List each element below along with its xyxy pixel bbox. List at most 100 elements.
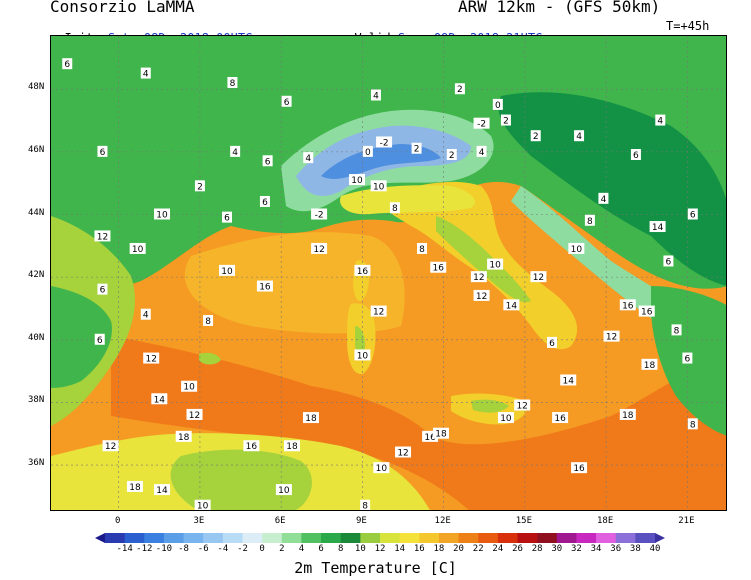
colorbar-swatch xyxy=(360,533,381,543)
colorbar-swatch xyxy=(222,533,243,543)
colorbar-swatch xyxy=(596,533,617,543)
contour-value-label: 18 xyxy=(284,440,301,452)
apennines-green xyxy=(436,216,531,303)
svg-text:16: 16 xyxy=(433,264,445,274)
lon-label: 3E xyxy=(193,516,205,526)
colorbar-swatch xyxy=(203,533,224,543)
svg-text:4: 4 xyxy=(143,70,149,80)
svg-text:12: 12 xyxy=(476,292,487,302)
contour-value-label: 8 xyxy=(416,242,427,255)
svg-text:14: 14 xyxy=(652,223,664,233)
svg-text:16: 16 xyxy=(246,442,258,452)
colorbar-tick-label: 20 xyxy=(453,544,464,554)
svg-text:2: 2 xyxy=(449,151,455,161)
colorbar-swatch xyxy=(321,533,342,543)
contour-value-label: 4 xyxy=(140,67,151,80)
svg-text:10: 10 xyxy=(221,267,233,277)
svg-text:2: 2 xyxy=(503,117,509,127)
north-africa-green xyxy=(170,449,312,510)
colorbar-swatch xyxy=(635,533,656,543)
contour-value-label: 14 xyxy=(649,221,666,233)
colorbar-tick-label: 12 xyxy=(374,544,386,554)
colorbar-tick-label: -4 xyxy=(217,544,229,554)
contour-value-label: 16 xyxy=(571,462,588,474)
contour-value-label: 2 xyxy=(194,180,205,192)
contour-value-label: 6 xyxy=(62,58,73,70)
colorbar-tick-label: 28 xyxy=(531,544,543,554)
contour-value-label: 18 xyxy=(126,480,143,493)
variable-title: 2m Temperature [C] xyxy=(294,559,457,577)
contour-value-label: 6 xyxy=(663,255,674,267)
colorbar-tick-label: 14 xyxy=(394,544,406,554)
colorbar-swatch xyxy=(242,533,263,543)
svg-text:18: 18 xyxy=(305,414,317,424)
svg-text:6: 6 xyxy=(224,214,230,224)
svg-text:16: 16 xyxy=(357,267,369,277)
colorbar-swatch xyxy=(576,533,597,543)
contour-value-label: 6 xyxy=(97,283,108,296)
contour-value-label: 4 xyxy=(598,192,609,205)
svg-text:0: 0 xyxy=(495,101,501,111)
contour-value-label: 8 xyxy=(584,214,595,227)
contour-value-label: 10 xyxy=(370,180,387,192)
svg-text:14: 14 xyxy=(506,301,518,311)
contour-value-label: 2 xyxy=(530,130,541,142)
colorbar-tick-label: 38 xyxy=(629,544,641,554)
contour-value-label: 2 xyxy=(411,142,422,155)
colorbar-swatch xyxy=(478,533,499,543)
contour-value-label: 12 xyxy=(530,271,547,283)
svg-text:6: 6 xyxy=(64,60,70,70)
contour-value-label: 16 xyxy=(243,440,260,452)
svg-text:-2: -2 xyxy=(380,138,389,148)
contour-value-label: 16 xyxy=(552,412,569,424)
lat-label: 46N xyxy=(28,144,45,155)
contour-value-label: 14 xyxy=(151,393,168,405)
svg-text:8: 8 xyxy=(230,79,236,89)
contour-value-label: 6 xyxy=(97,145,108,158)
svg-text:18: 18 xyxy=(286,442,298,452)
svg-text:6: 6 xyxy=(685,355,691,365)
svg-text:4: 4 xyxy=(657,117,663,127)
colorbar-tick-label: 32 xyxy=(571,544,582,554)
contour-value-label: 14 xyxy=(503,299,520,311)
svg-text:6: 6 xyxy=(262,198,268,208)
svg-text:12: 12 xyxy=(473,273,484,283)
po-valley xyxy=(340,185,475,215)
lon-label: 12E xyxy=(434,516,451,526)
colorbar-min-arrow xyxy=(95,533,105,543)
contour-value-label: 4 xyxy=(655,114,666,127)
svg-text:12: 12 xyxy=(105,442,116,452)
colorbar-tick-label: 10 xyxy=(354,544,366,554)
svg-text:16: 16 xyxy=(622,301,634,311)
svg-text:14: 14 xyxy=(156,486,168,496)
svg-text:10: 10 xyxy=(376,464,388,474)
svg-text:12: 12 xyxy=(516,402,527,412)
svg-text:6: 6 xyxy=(284,98,290,108)
svg-text:-2: -2 xyxy=(477,120,486,130)
lat-label: 44N xyxy=(28,207,45,218)
contour-value-label: 12 xyxy=(186,408,203,421)
contour-value-label: 4 xyxy=(574,130,585,142)
contour-value-label: 6 xyxy=(281,95,292,108)
contour-value-label: 10 xyxy=(154,208,171,221)
lat-label: 40N xyxy=(28,332,45,343)
contour-value-label: -2 xyxy=(473,117,490,130)
svg-text:14: 14 xyxy=(154,395,166,405)
contour-value-label: 4 xyxy=(370,89,381,102)
contour-value-label: 16 xyxy=(430,261,447,274)
contour-value-label: 16 xyxy=(354,264,371,277)
lon-label: 18E xyxy=(596,516,614,526)
contour-value-label: 4 xyxy=(303,152,314,164)
svg-text:6: 6 xyxy=(265,157,271,167)
contour-value-label: 10 xyxy=(349,174,366,186)
contour-value-label: 18 xyxy=(619,408,636,421)
contour-value-label: 10 xyxy=(219,264,236,277)
svg-text:8: 8 xyxy=(587,217,593,227)
contour-value-label: 12 xyxy=(143,352,160,365)
contour-value-label: 0 xyxy=(492,98,503,111)
contour-value-label: 12 xyxy=(470,271,487,283)
contour-value-label: 18 xyxy=(641,358,658,371)
svg-text:6: 6 xyxy=(100,148,106,158)
colorbar-tick-label: 40 xyxy=(649,544,661,554)
